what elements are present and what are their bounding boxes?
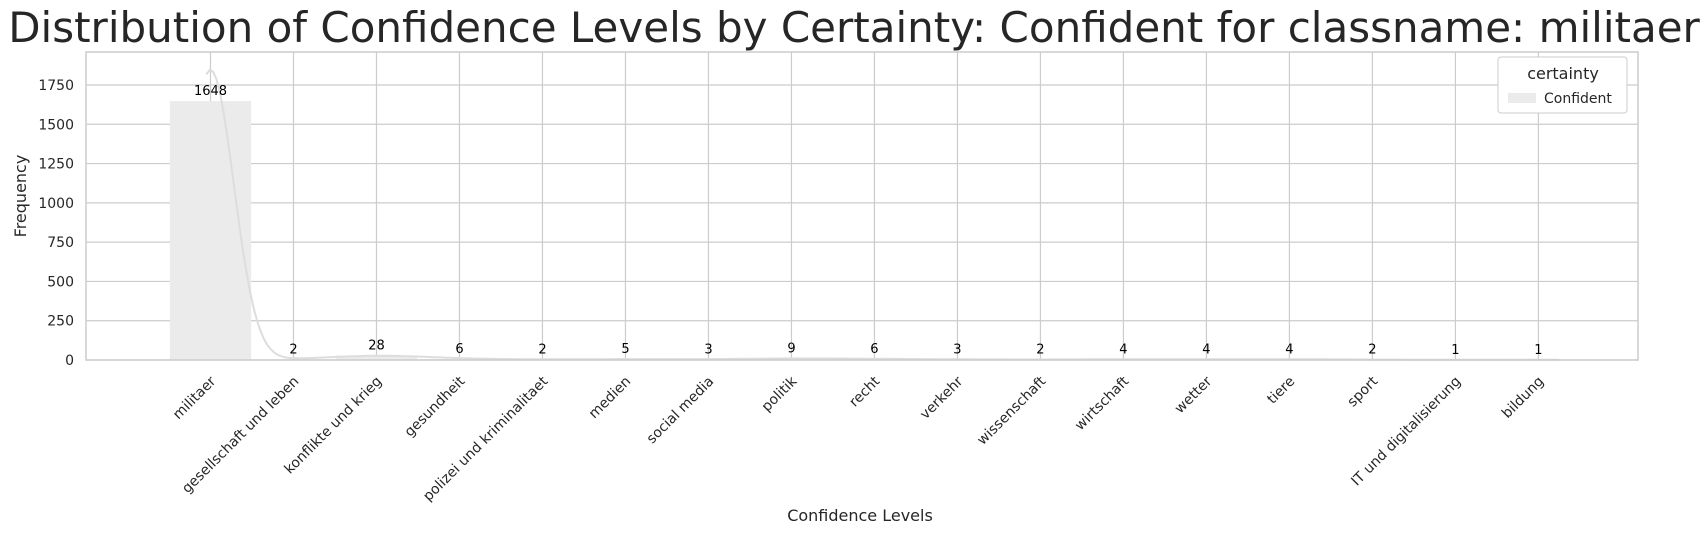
kde-curve [205,68,1560,361]
y-tick-label: 500 [47,274,74,290]
y-axis-ticks: 0 250 500 750 1000 1250 1500 1750 [38,78,74,369]
x-tick-label: wetter [1172,373,1216,417]
bar-value-label: 5 [621,342,629,357]
legend-swatch-confident [1508,93,1536,103]
axes-frame [85,51,1639,361]
chart-title: Distribution of Confidence Levels by Cer… [8,3,1700,52]
x-tick-label: politik [759,373,801,415]
bar-0 [169,101,252,361]
x-tick-label: medien [586,374,634,422]
x-tick-label: tiere [1264,374,1298,408]
bar-value-label: 1648 [194,84,227,99]
legend-title: certainty [1527,64,1599,83]
bar-value-label: 2 [1036,343,1044,358]
y-axis-label: Frequency [11,155,30,238]
bar-2 [335,355,418,360]
bar-value-label: 28 [368,339,385,354]
bar-value-label: 1 [1451,343,1459,358]
x-axis-label: Confidence Levels [787,506,933,525]
x-tick-label: militaer [170,373,219,422]
bar-value-label: 6 [870,342,878,357]
y-tick-label: 1750 [38,78,74,94]
bar-value-label: 9 [787,342,795,357]
bar-value-label: 3 [953,343,961,358]
x-tick-label: gesundheit [402,373,469,440]
y-tick-label: 1250 [38,157,74,173]
bar-value-label: 1 [1534,343,1542,358]
legend: certainty Confident [1497,56,1628,114]
x-tick-label: verkehr [917,373,966,422]
bar-value-label: 4 [1202,342,1210,357]
x-tick-label: social media [644,374,718,448]
bar-value-label: 4 [1119,342,1127,357]
x-tick-label: wirtschaft [1072,373,1133,434]
bar-value-label: 2 [1368,343,1376,358]
y-tick-label: 0 [65,353,74,369]
x-tick-label: sport [1344,373,1381,410]
y-tick-label: 1000 [38,196,74,212]
y-tick-label: 250 [47,314,74,330]
y-tick-label: 750 [47,235,74,251]
bar-value-label: 2 [538,343,546,358]
gridlines [86,52,1638,361]
y-tick-label: 1500 [38,117,74,133]
bar-labels: 1648 2 28 6 2 5 3 9 6 3 2 4 4 4 2 1 1 [194,84,1543,358]
bar-value-label: 2 [289,343,297,358]
x-tick-label: wissenschaft [974,373,1049,448]
x-tick-label: bildung [1499,374,1547,422]
bar-value-label: 6 [455,342,463,357]
x-tick-label: recht [846,373,883,410]
legend-entry-confident: Confident [1544,91,1612,107]
bar-value-label: 3 [704,343,712,358]
bar-value-label: 4 [1285,342,1293,357]
